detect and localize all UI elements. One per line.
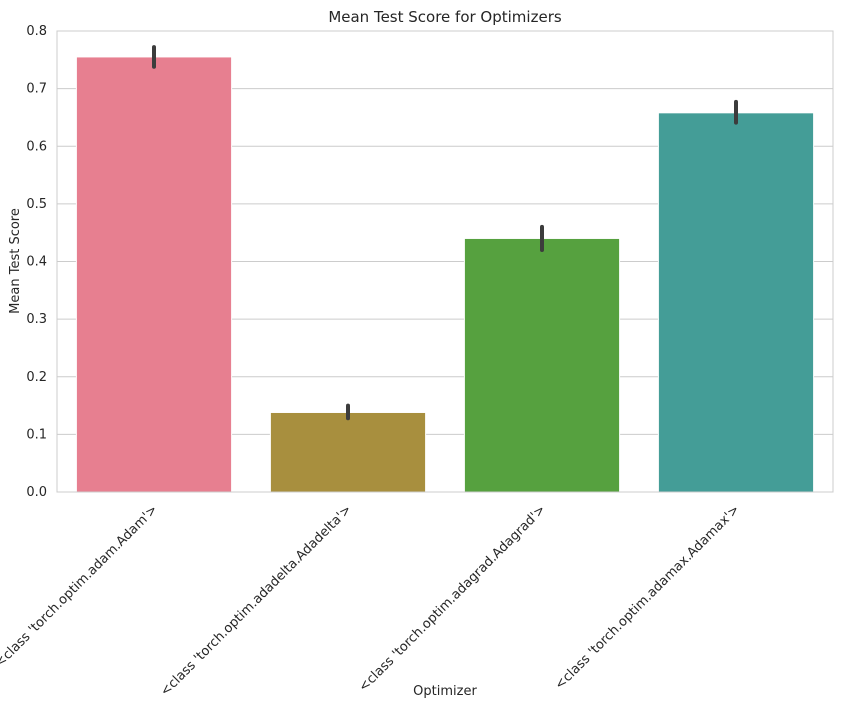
- y-tick-label: 0.7: [26, 82, 47, 97]
- y-tick-labels: 0.0 0.1 0.2 0.3 0.4 0.5 0.6 0.7 0.8: [26, 24, 47, 500]
- plot-frame: [56, 30, 834, 493]
- x-tick-label: <class 'torch.optim.adadelta.Adadelta'>: [158, 502, 355, 699]
- y-tick-label: 0.1: [26, 427, 47, 442]
- bar: [269, 411, 427, 493]
- x-axis-label: Optimizer: [413, 684, 477, 699]
- bars: [75, 56, 815, 493]
- y-tick-label: 0.2: [26, 370, 47, 385]
- chart-title: Mean Test Score for Optimizers: [328, 8, 562, 26]
- x-tick-labels: <class 'torch.optim.adam.Adam'><class 't…: [0, 502, 743, 699]
- x-tick-label: <class 'torch.optim.adamax.Adamax'>: [552, 502, 743, 693]
- bar: [75, 56, 233, 493]
- y-axis-label: Mean Test Score: [8, 208, 23, 314]
- y-tick-label: 0.6: [26, 139, 47, 154]
- y-tick-label: 0.3: [26, 312, 47, 327]
- bar: [463, 237, 621, 493]
- x-tick-label: <class 'torch.optim.adagrad.Adagrad'>: [356, 502, 549, 695]
- y-tick-label: 0.4: [26, 255, 47, 270]
- error-bars: [152, 45, 738, 421]
- y-tick-label: 0.0: [26, 485, 47, 500]
- x-tick-label: <class 'torch.optim.adam.Adam'>: [0, 502, 161, 670]
- y-tick-label: 0.5: [26, 197, 47, 212]
- y-tick-label: 0.8: [26, 24, 47, 39]
- bar: [657, 112, 815, 493]
